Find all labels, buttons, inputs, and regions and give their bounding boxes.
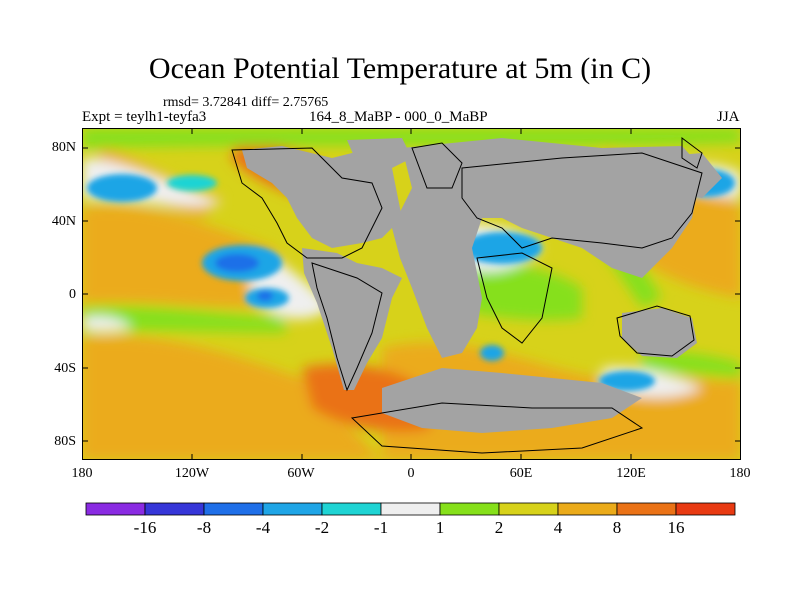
x-label-180e: 180: [729, 466, 751, 481]
colorbar-label-0: -16: [133, 518, 157, 537]
colorbar-box-9: [616, 502, 677, 516]
colorbar-label-5: 1: [435, 518, 445, 537]
y-label-80n: 80N: [51, 140, 76, 155]
land-masses: [242, 138, 722, 433]
colorbar-box-5: [380, 502, 441, 516]
antarctica: [382, 368, 642, 433]
colorbar-box-8: [557, 502, 618, 516]
colorbar-box-1: [144, 502, 205, 516]
plot-title: Ocean Potential Temperature at 5m (in C): [148, 52, 652, 85]
north-america: [242, 146, 402, 248]
x-label-60e: 60E: [509, 466, 533, 481]
south-america: [302, 248, 402, 390]
x-label-180w: 180: [71, 466, 93, 481]
colorbar-label-4: -1: [373, 518, 389, 537]
coastline-outlines: [231, 137, 703, 454]
colorbar-label-8: 8: [612, 518, 622, 537]
colorbar-box-3: [262, 502, 323, 516]
colorbar-box-7: [498, 502, 559, 516]
y-label-40n: 40N: [51, 214, 76, 229]
australia: [622, 308, 697, 358]
eurasia-africa: [392, 138, 702, 358]
x-label-60w: 60W: [287, 466, 315, 481]
colorbar-box-2: [203, 502, 264, 516]
colorbar-label-2: -4: [255, 518, 271, 537]
colorbar-box-6: [439, 502, 500, 516]
colorbar-box-10: [675, 502, 736, 516]
colorbar-box-0: [85, 502, 146, 516]
greenland: [347, 138, 412, 173]
colorbar-box-4: [321, 502, 382, 516]
colorbar-label-9: 16: [667, 518, 685, 537]
ne-asia: [642, 153, 722, 198]
x-label-120w: 120W: [174, 466, 210, 481]
stats-line: rmsd= 3.72841 diff= 2.75765: [163, 95, 329, 110]
season-label: JJA: [717, 109, 740, 125]
colorbar-label-3: -2: [314, 518, 330, 537]
subtitle: 164_8_MaBP - 000_0_MaBP: [309, 109, 488, 125]
colorbar-label-6: 2: [494, 518, 504, 537]
x-label-0: 0: [407, 466, 415, 481]
temperature-map: [82, 128, 741, 460]
experiment-label: Expt = teylh1-teyfa3: [82, 109, 207, 125]
colorbar-label-1: -8: [196, 518, 212, 537]
y-label-eq: 0: [69, 287, 76, 302]
y-label-80s: 80S: [54, 434, 76, 449]
x-label-120e: 120E: [616, 466, 646, 481]
colorbar-label-7: 4: [553, 518, 563, 537]
map-frame: [82, 128, 741, 460]
y-label-40s: 40S: [54, 361, 76, 376]
